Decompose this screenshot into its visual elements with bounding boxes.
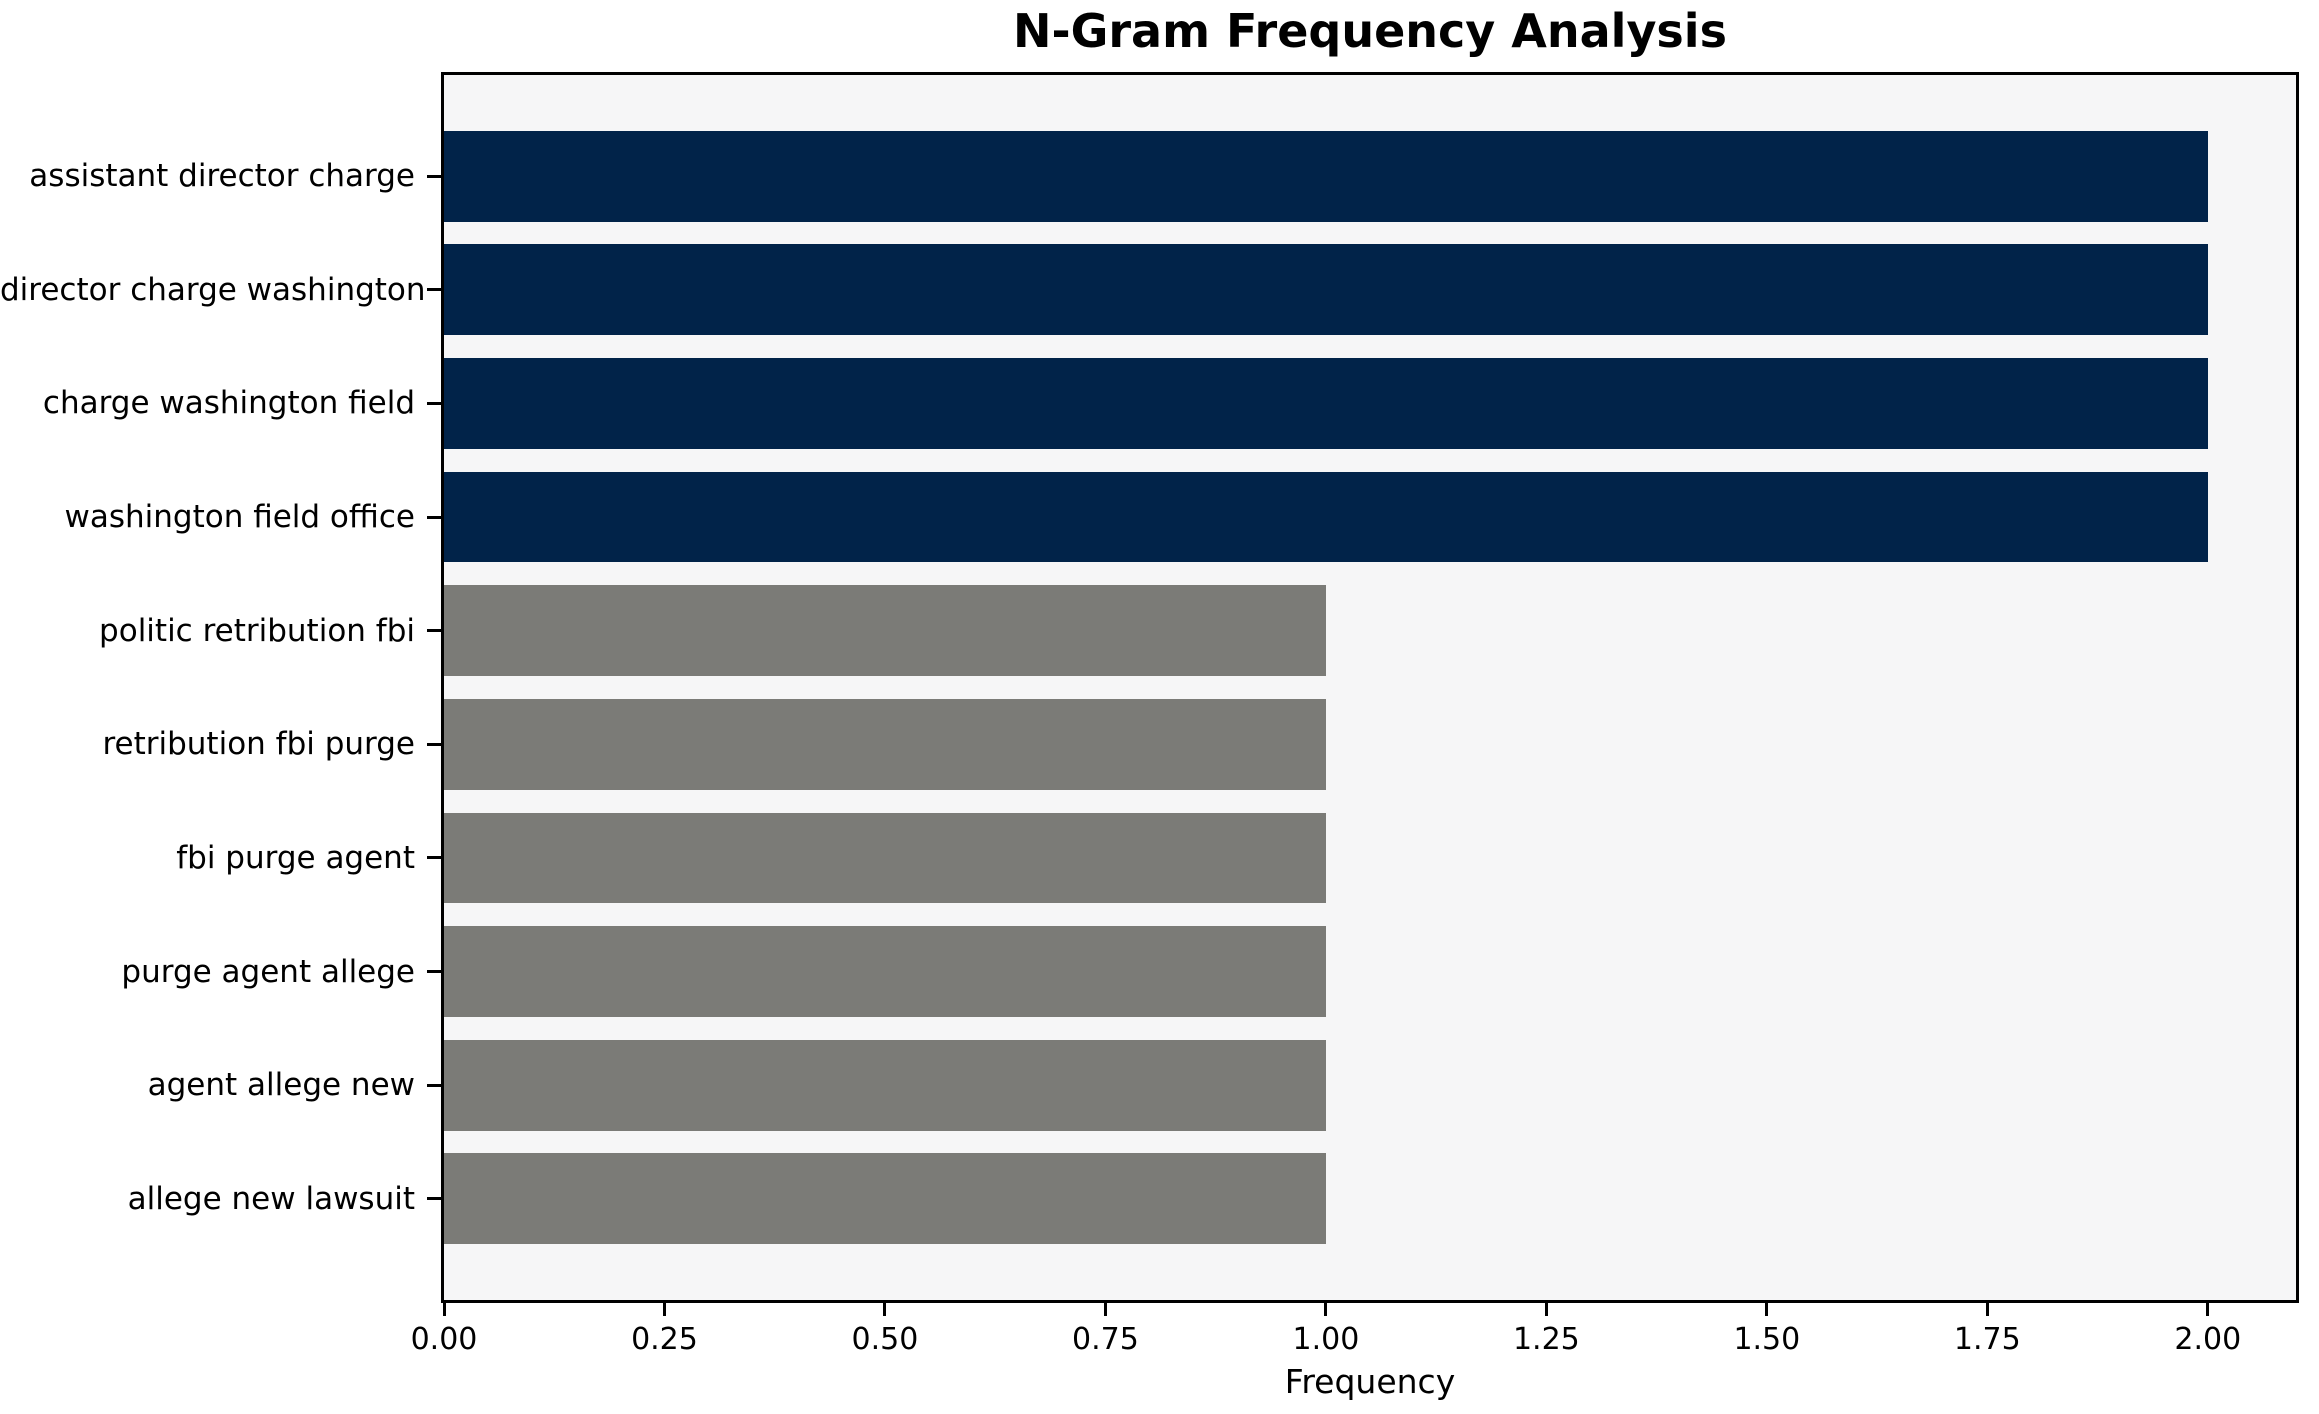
bar — [444, 471, 2208, 563]
y-tick-label: assistant director charge — [29, 158, 415, 195]
x-tick-mark — [1985, 1303, 1989, 1316]
x-tick-mark — [442, 1303, 446, 1316]
x-tick-mark — [1765, 1303, 1769, 1316]
y-tick-mark — [427, 970, 441, 974]
bar — [444, 1153, 1326, 1245]
x-tick-label: 1.50 — [1733, 1322, 1801, 1357]
y-tick-mark — [427, 515, 441, 519]
x-tick-mark — [1324, 1303, 1328, 1316]
x-tick-mark — [1544, 1303, 1548, 1316]
y-tick-label: fbi purge agent — [176, 839, 415, 876]
bar — [444, 244, 2208, 336]
y-tick-mark — [427, 1083, 441, 1087]
bar — [444, 812, 1326, 904]
y-tick-mark — [427, 288, 441, 292]
y-tick-label: allege new lawsuit — [127, 1180, 415, 1217]
x-tick-label: 1.75 — [1953, 1322, 2021, 1357]
chart-title: N-Gram Frequency Analysis — [1013, 4, 1727, 58]
y-tick-mark — [427, 401, 441, 405]
x-tick-label: 0.75 — [1072, 1322, 1139, 1357]
x-tick-mark — [2206, 1303, 2210, 1316]
x-tick-mark — [662, 1303, 666, 1316]
y-tick-label: politic retribution fbi — [99, 612, 415, 649]
bar — [444, 698, 1326, 790]
y-tick-label: charge washington field — [42, 385, 415, 422]
y-tick-label: washington field office — [64, 499, 415, 536]
y-tick-label: purge agent allege — [121, 953, 415, 990]
plot-area — [441, 72, 2299, 1303]
y-tick-mark — [427, 1197, 441, 1201]
x-tick-label: 0.25 — [631, 1322, 698, 1357]
bar — [444, 1039, 1326, 1131]
x-tick-label: 1.00 — [1292, 1322, 1360, 1357]
x-tick-label: 1.25 — [1512, 1322, 1580, 1357]
x-axis-label: Frequency — [1284, 1362, 1456, 1401]
x-tick-label: 0.00 — [410, 1322, 478, 1357]
x-tick-label: 2.00 — [2174, 1322, 2242, 1357]
bar — [444, 130, 2208, 222]
bar — [444, 926, 1326, 1018]
y-tick-mark — [427, 742, 441, 746]
y-tick-mark — [427, 856, 441, 860]
x-tick-label: 0.50 — [851, 1322, 919, 1357]
bar — [444, 357, 2208, 449]
x-tick-mark — [883, 1303, 887, 1316]
y-tick-mark — [427, 629, 441, 633]
y-tick-mark — [427, 174, 441, 178]
y-tick-label: agent allege new — [147, 1067, 415, 1104]
y-tick-label: retribution fbi purge — [102, 726, 415, 763]
x-tick-mark — [1103, 1303, 1107, 1316]
y-tick-label: director charge washington — [0, 271, 426, 308]
bar — [444, 585, 1326, 677]
